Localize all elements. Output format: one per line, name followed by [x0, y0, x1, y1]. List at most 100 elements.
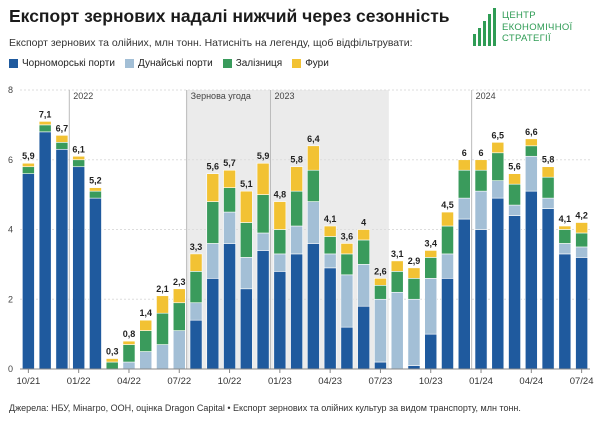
bar-segment: [508, 173, 521, 185]
bar-total-label: 5,6: [207, 162, 220, 172]
bar-segment: [72, 159, 86, 168]
bar-segment: [22, 162, 35, 168]
bar-segment: [390, 291, 404, 370]
bar-total-label: 3,1: [391, 249, 404, 259]
bar-total-label: 5,8: [542, 155, 555, 165]
bar-segment: [72, 166, 86, 370]
bar-segment: [206, 278, 220, 370]
bar-segment: [273, 229, 287, 255]
bar-segment: [424, 250, 438, 258]
bar-segment: [575, 232, 588, 248]
bar-segment: [239, 257, 253, 290]
bar-segment: [441, 253, 454, 279]
bar-segment: [206, 201, 220, 244]
bar-segment: [38, 131, 52, 370]
legend-item-danube-ports[interactable]: Дунайські порти: [124, 58, 213, 69]
bar-segment: [441, 211, 454, 227]
x-tick-label: 04/22: [117, 376, 141, 387]
x-tick-label: 10/22: [218, 376, 242, 387]
bar-segment: [474, 229, 488, 370]
x-tick-label: 07/22: [167, 376, 191, 387]
x-tick-label: 10/23: [419, 376, 443, 387]
bar-segment: [223, 187, 236, 213]
bar-segment: [457, 218, 471, 370]
legend-swatch: [222, 59, 232, 68]
bar-segment: [72, 155, 86, 161]
logo-line: ЦЕНТР: [502, 10, 536, 21]
bar-segment: [105, 358, 119, 363]
bar-segment: [290, 253, 303, 370]
legend-item-railway[interactable]: Залізниця: [222, 58, 282, 69]
bar-segment: [323, 253, 337, 269]
bar-total-label: 4,5: [441, 200, 454, 210]
bar-segment: [307, 201, 320, 244]
bar-segment: [474, 190, 488, 230]
x-tick-label: 10/21: [16, 376, 40, 387]
legend-label: Чорноморські порти: [22, 58, 115, 69]
bar-total-label: 6,5: [492, 130, 505, 140]
bar-total-label: 6: [462, 148, 467, 158]
bar-segment: [38, 124, 52, 133]
bar-segment: [239, 288, 253, 370]
bar-segment: [290, 225, 303, 255]
legend-item-black-sea-ports[interactable]: Чорноморські порти: [9, 58, 115, 69]
bar-total-label: 6,6: [525, 127, 538, 137]
bar-segment: [575, 257, 588, 370]
bar-total-label: 4,2: [575, 211, 588, 221]
bar-segment: [541, 197, 555, 209]
legend-swatch: [124, 59, 134, 68]
bar-segment: [172, 302, 186, 331]
bar-segment: [22, 166, 35, 174]
bar-total-label: 4: [361, 218, 366, 228]
bar-segment: [223, 169, 236, 188]
bar-segment: [524, 155, 538, 192]
bar-segment: [307, 145, 320, 171]
bar-total-label: 3,4: [424, 238, 437, 248]
bar-segment: [105, 361, 119, 370]
bar-total-label: 6,7: [56, 123, 69, 133]
bar-total-label: 6: [479, 148, 484, 158]
bar-total-label: 1,4: [139, 308, 152, 318]
y-tick-label: 8: [8, 85, 13, 95]
bar-segment: [256, 232, 270, 251]
bar-segment: [156, 295, 169, 314]
bar-segment: [374, 278, 387, 286]
bar-total-label: 2,6: [374, 266, 387, 276]
bar-segment: [89, 190, 102, 199]
bar-segment: [55, 142, 69, 150]
bar-segment: [390, 260, 404, 272]
bar-total-label: 7,1: [39, 109, 52, 119]
bar-total-label: 0,3: [106, 347, 119, 357]
bar-total-label: 5,1: [240, 179, 253, 189]
bar-segment: [89, 197, 102, 370]
y-tick-label: 6: [8, 155, 13, 165]
bar-total-label: 3,3: [190, 242, 203, 252]
bar-total-label: 2,1: [156, 284, 169, 294]
bar-total-label: 5,9: [257, 151, 270, 161]
bar-segment: [156, 312, 169, 345]
bar-segment: [575, 246, 588, 258]
bar-total-label: 4,1: [324, 214, 337, 224]
x-tick-label: 01/23: [268, 376, 292, 387]
bar-segment: [541, 166, 555, 178]
bar-segment: [558, 225, 572, 230]
bar-segment: [424, 333, 438, 370]
bar-segment: [541, 176, 555, 199]
bar-segment: [307, 243, 320, 370]
bar-segment: [524, 138, 538, 147]
x-tick-label: 07/23: [369, 376, 393, 387]
bar-total-label: 5,2: [89, 176, 102, 186]
bar-segment: [508, 183, 521, 206]
x-tick-label: 07/24: [570, 376, 594, 387]
bar-segment: [239, 190, 253, 223]
bar-segment: [223, 243, 236, 370]
bar-total-label: 2,9: [408, 256, 421, 266]
y-tick-label: 2: [8, 294, 13, 304]
x-tick-label: 04/23: [318, 376, 342, 387]
bar-segment: [172, 288, 186, 304]
bar-segment: [407, 298, 421, 366]
bar-segment: [223, 211, 236, 244]
legend-item-trucks[interactable]: Фури: [292, 58, 329, 69]
bar-segment: [524, 190, 538, 370]
bar-segment: [189, 319, 203, 370]
